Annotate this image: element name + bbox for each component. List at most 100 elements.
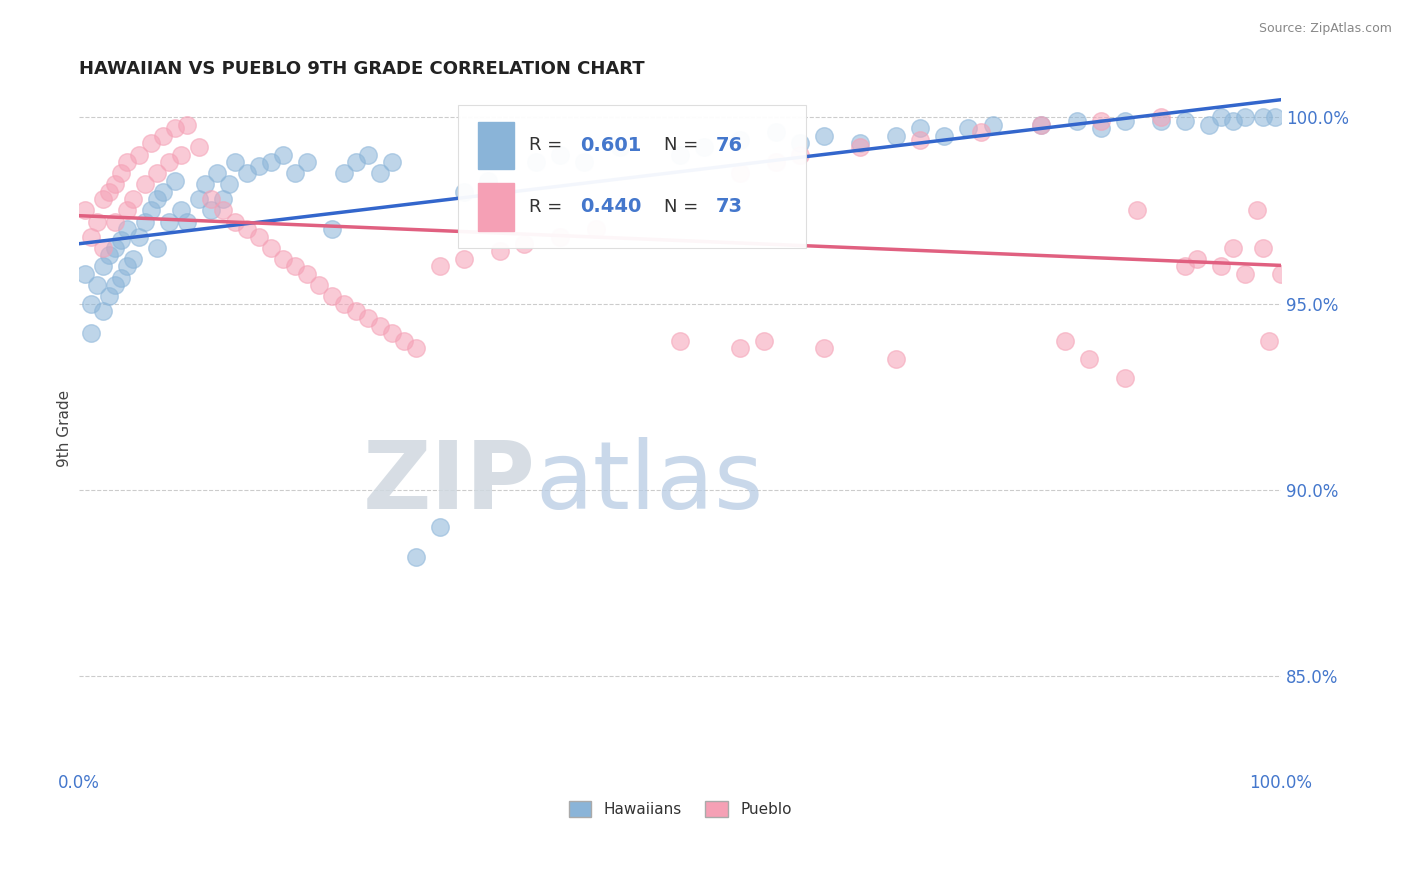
Point <box>91 304 114 318</box>
Point <box>693 140 716 154</box>
Point <box>1150 114 1173 128</box>
Point <box>157 155 180 169</box>
Point <box>849 140 872 154</box>
Point <box>405 549 427 564</box>
Point <box>1114 371 1136 385</box>
Point <box>1066 114 1088 128</box>
Point <box>134 178 156 192</box>
Point <box>1114 114 1136 128</box>
Point <box>381 155 404 169</box>
Point <box>260 155 283 169</box>
Point <box>1198 118 1220 132</box>
Point <box>813 128 835 143</box>
Point <box>548 147 571 161</box>
Point <box>170 203 193 218</box>
Point <box>321 222 343 236</box>
Point <box>1090 114 1112 128</box>
FancyBboxPatch shape <box>458 104 806 248</box>
Point <box>368 318 391 333</box>
Point <box>146 241 169 255</box>
Point <box>165 121 187 136</box>
Point <box>200 192 222 206</box>
Y-axis label: 9th Grade: 9th Grade <box>58 390 72 467</box>
Point <box>405 341 427 355</box>
Point <box>110 166 132 180</box>
Bar <box>478 121 515 169</box>
Text: 0.601: 0.601 <box>581 136 641 155</box>
Point <box>1246 203 1268 218</box>
Point <box>75 267 97 281</box>
Point <box>91 241 114 255</box>
Point <box>260 241 283 255</box>
Point <box>765 155 787 169</box>
Text: R =: R = <box>529 136 568 154</box>
Point <box>188 140 211 154</box>
Point <box>91 260 114 274</box>
Point <box>207 166 229 180</box>
Point <box>104 277 127 292</box>
Point <box>110 233 132 247</box>
Point <box>115 155 138 169</box>
Point <box>218 178 240 192</box>
Point <box>981 118 1004 132</box>
Point <box>188 192 211 206</box>
Point <box>524 155 547 169</box>
Point <box>128 229 150 244</box>
Point <box>728 166 751 180</box>
Text: Source: ZipAtlas.com: Source: ZipAtlas.com <box>1258 22 1392 36</box>
Point <box>308 277 330 292</box>
Point <box>728 341 751 355</box>
Point <box>1222 114 1244 128</box>
Point <box>813 341 835 355</box>
Point <box>1264 110 1286 124</box>
Point <box>98 289 121 303</box>
Point <box>1090 121 1112 136</box>
Point <box>585 222 607 236</box>
Point <box>765 125 787 139</box>
Text: ZIP: ZIP <box>363 437 536 529</box>
Point <box>104 178 127 192</box>
Point <box>1233 267 1256 281</box>
Point <box>477 174 499 188</box>
Point <box>1150 110 1173 124</box>
Point <box>115 203 138 218</box>
Point <box>1209 260 1232 274</box>
Point <box>273 147 295 161</box>
Point <box>789 136 811 151</box>
Text: 76: 76 <box>716 136 744 155</box>
Point <box>381 326 404 341</box>
Point <box>297 267 319 281</box>
Point <box>115 222 138 236</box>
Point <box>224 155 246 169</box>
Point <box>297 155 319 169</box>
Point <box>356 311 378 326</box>
Point <box>86 277 108 292</box>
Point <box>754 334 776 348</box>
Point <box>284 260 307 274</box>
Point <box>194 178 217 192</box>
Text: HAWAIIAN VS PUEBLO 9TH GRADE CORRELATION CHART: HAWAIIAN VS PUEBLO 9TH GRADE CORRELATION… <box>79 60 645 78</box>
Point <box>332 166 354 180</box>
Point <box>910 133 932 147</box>
Point <box>110 270 132 285</box>
Point <box>429 260 451 274</box>
Point <box>548 229 571 244</box>
Point <box>146 192 169 206</box>
Point <box>80 326 103 341</box>
Point <box>849 136 872 151</box>
Point <box>1174 114 1197 128</box>
Point <box>75 203 97 218</box>
Point <box>146 166 169 180</box>
Text: 0.440: 0.440 <box>581 197 641 216</box>
Point <box>886 128 908 143</box>
Point <box>488 244 510 259</box>
Point <box>453 185 475 199</box>
Point <box>669 334 692 348</box>
Point <box>1270 267 1292 281</box>
Point <box>152 128 174 143</box>
Point <box>344 155 367 169</box>
Point <box>669 147 692 161</box>
Point <box>1233 110 1256 124</box>
Point <box>80 296 103 310</box>
Point <box>910 121 932 136</box>
